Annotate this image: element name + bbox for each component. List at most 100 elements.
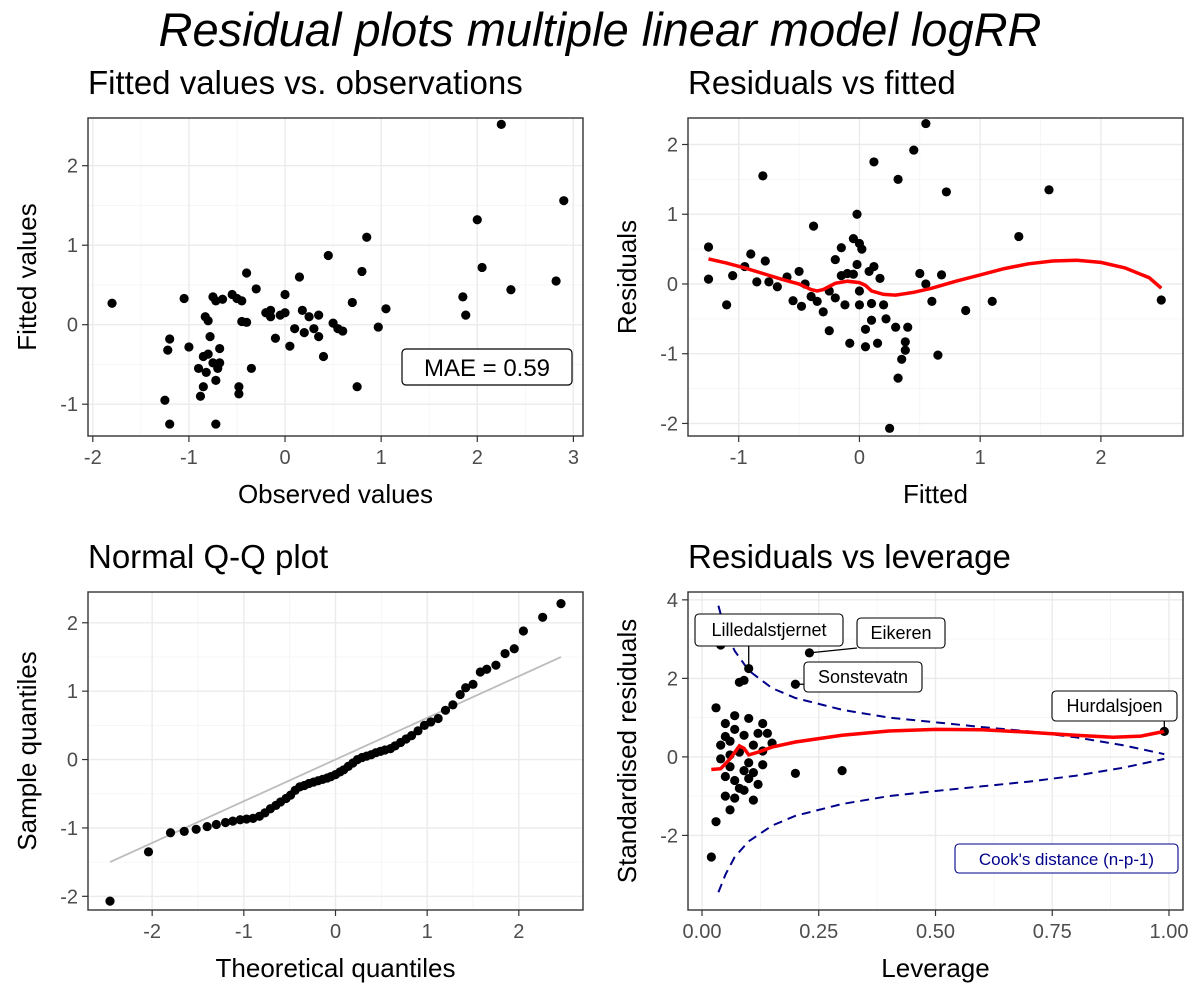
- y-tick-label: 4: [667, 590, 678, 612]
- data-point: [323, 250, 333, 261]
- data-point: [857, 244, 867, 254]
- data-point: [730, 793, 740, 803]
- mae-box: [401, 348, 573, 386]
- data-point: [500, 648, 510, 659]
- data-point: [179, 826, 189, 836]
- y-tick-label: 1: [667, 204, 678, 226]
- data-point: [915, 268, 925, 279]
- x-tick-label: 2: [472, 447, 483, 469]
- data-point: [739, 730, 749, 740]
- data-point: [722, 300, 732, 310]
- data-point: [711, 703, 721, 713]
- data-point: [179, 293, 189, 304]
- data-point: [198, 351, 208, 362]
- data-point: [758, 171, 768, 181]
- data-point: [362, 232, 372, 242]
- data-point: [812, 296, 822, 307]
- panel-border: [687, 117, 1184, 437]
- data-point: [762, 728, 772, 738]
- data-point: [753, 728, 763, 738]
- data-point: [852, 209, 862, 219]
- data-point: [338, 326, 348, 336]
- x-tick-label: 1: [422, 921, 433, 943]
- data-point: [744, 713, 754, 724]
- panel-border: [87, 591, 584, 911]
- data-point: [107, 298, 117, 308]
- data-point: [848, 269, 859, 279]
- panel-border: [687, 591, 1184, 911]
- data-point: [163, 345, 173, 355]
- y-axis-title: Sample quantiles: [12, 651, 42, 850]
- data-point: [739, 675, 749, 685]
- data-point: [211, 375, 221, 385]
- x-tick-label: 1: [376, 447, 387, 469]
- mae-annotation: MAE = 0.59: [424, 355, 550, 382]
- main-title: Residual plots multiple linear model log…: [158, 3, 1042, 56]
- data-point: [506, 285, 516, 295]
- data-point: [725, 762, 735, 772]
- y-tick-label: 2: [667, 135, 678, 157]
- x-tick-label: -1: [730, 447, 748, 469]
- data-point: [837, 766, 847, 776]
- data-point: [720, 791, 730, 801]
- panel-title-residuals-vs-fitted: Residuals vs fitted: [688, 64, 956, 101]
- data-point: [794, 266, 804, 277]
- x-tick-label: 3: [568, 447, 579, 469]
- data-point: [716, 754, 726, 764]
- x-tick-label: 2: [1095, 447, 1106, 469]
- data-point: [772, 282, 782, 292]
- data-point: [1014, 231, 1024, 242]
- data-point: [860, 324, 871, 334]
- data-point: [764, 277, 774, 287]
- data-point: [748, 767, 758, 778]
- data-point: [746, 249, 756, 259]
- data-point: [854, 300, 865, 310]
- panel-title-fitted-vs-observations: Fitted values vs. observations: [88, 64, 523, 101]
- data-point: [869, 157, 879, 167]
- data-point: [860, 342, 871, 352]
- data-point: [241, 268, 252, 278]
- y-tick-label: 1: [67, 235, 78, 257]
- data-point: [482, 664, 492, 674]
- x-axis-title: Observed values: [238, 479, 433, 509]
- data-point: [461, 683, 471, 693]
- y-axis-title: Residuals: [612, 220, 642, 334]
- data-point: [280, 289, 290, 300]
- data-point: [758, 760, 768, 770]
- label-leader-line: [809, 647, 858, 654]
- data-point: [711, 817, 721, 827]
- data-point: [788, 296, 798, 306]
- data-point: [201, 367, 211, 377]
- data-point: [748, 795, 758, 805]
- data-point: [852, 259, 862, 270]
- data-point: [143, 847, 154, 857]
- x-tick-label: 0.00: [683, 921, 722, 943]
- data-point: [200, 312, 210, 322]
- x-tick-label: -2: [84, 447, 102, 469]
- data-point: [347, 297, 357, 308]
- data-point: [790, 768, 801, 778]
- data-point: [900, 337, 910, 347]
- y-tick-label: -2: [660, 413, 678, 435]
- data-point: [477, 262, 487, 273]
- data-point: [987, 296, 997, 307]
- data-point: [202, 821, 212, 832]
- x-tick-label: 0.75: [1033, 921, 1072, 943]
- x-tick-label: 0: [854, 447, 865, 469]
- y-tick-label: 2: [67, 156, 78, 178]
- x-axis-title: Leverage: [881, 953, 989, 983]
- data-point: [830, 293, 840, 303]
- data-point: [728, 271, 738, 281]
- panel-title-normal-qq: Normal Q-Q plot: [88, 538, 329, 575]
- data-point: [840, 300, 850, 310]
- point-label-box: [803, 661, 923, 693]
- data-point: [933, 350, 943, 360]
- smooth-curve: [711, 727, 1165, 772]
- data-point: [266, 312, 276, 322]
- smooth-curve: [708, 257, 1163, 297]
- data-point: [730, 711, 740, 721]
- data-point: [455, 689, 465, 700]
- point-label: Sonstevatn: [818, 667, 908, 687]
- data-point: [836, 243, 846, 253]
- data-point: [211, 819, 221, 830]
